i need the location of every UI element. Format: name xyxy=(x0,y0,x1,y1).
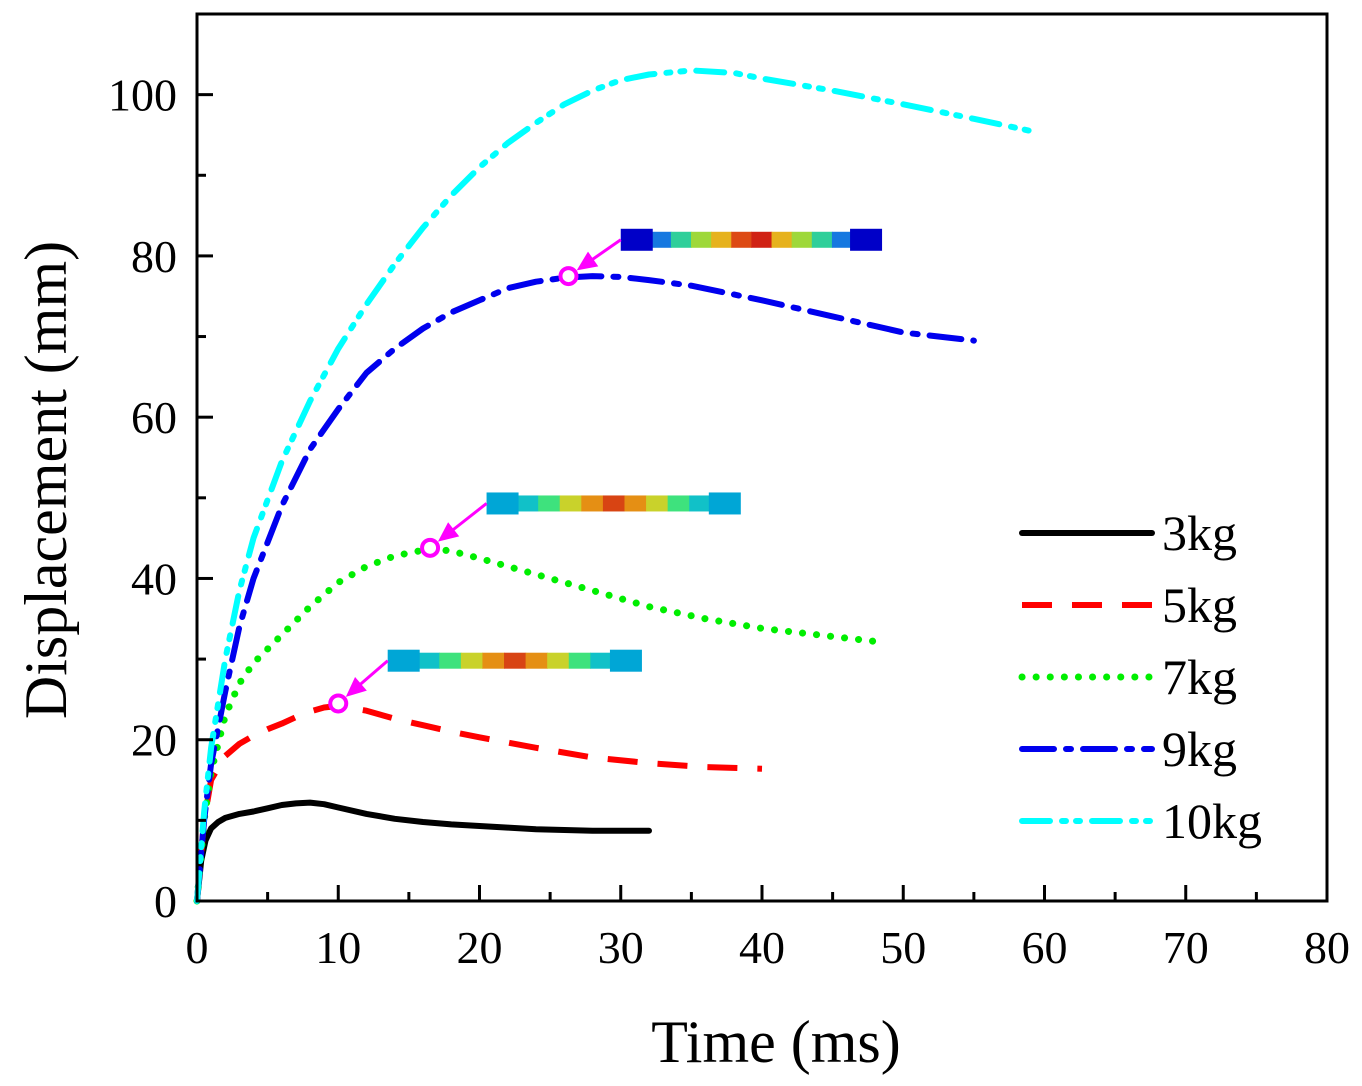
inset-specimen-2 xyxy=(486,492,741,515)
x-axis-title: Time (ms) xyxy=(651,1009,901,1075)
legend-label: 5kg xyxy=(1162,577,1237,633)
inset-core-segment xyxy=(670,231,692,248)
legend: 3kg 5kg 7kg 9kg 10kg xyxy=(1018,505,1262,849)
inset-core-segment xyxy=(791,231,813,248)
y-tick-label: 60 xyxy=(131,392,177,443)
peak-marker-1 xyxy=(328,659,389,714)
inset-layer xyxy=(387,228,883,672)
x-tick-label: 50 xyxy=(880,922,926,973)
legend-label: 7kg xyxy=(1162,649,1237,705)
legend-entry-9kg: 9kg xyxy=(1019,721,1237,777)
inset-core-segment xyxy=(711,231,732,248)
legend-entry-3kg: 3kg xyxy=(1019,505,1237,561)
inset-core-segment xyxy=(538,495,561,512)
inset-core-segment xyxy=(624,495,647,512)
legend-entry-5kg: 5kg xyxy=(1022,577,1237,633)
pointer-arrow-head xyxy=(576,251,599,271)
inset-core-segment xyxy=(516,495,539,512)
legend-entry-7kg: 7kg xyxy=(1018,649,1237,705)
x-tick-label: 70 xyxy=(1163,922,1209,973)
inset-core-segment xyxy=(731,231,753,248)
inset-core-segment xyxy=(460,652,484,669)
inset-core-segment xyxy=(667,495,690,512)
legend-label: 3kg xyxy=(1162,505,1237,561)
series-layer xyxy=(193,67,1034,905)
x-tick-label: 40 xyxy=(739,922,785,973)
inset-core-segment xyxy=(650,231,672,248)
inset-end-block xyxy=(708,492,741,515)
ticks-layer: 0 10 20 30 40 50 60 70 80 0 20 40 60 80 100 xyxy=(108,12,1350,973)
x-tick-label: 80 xyxy=(1304,922,1350,973)
y-tick-label: 80 xyxy=(131,231,177,282)
pointer-arrow-line xyxy=(587,238,622,264)
inset-end-block xyxy=(850,228,883,251)
pointer-arrow-line xyxy=(448,502,488,535)
series-line-9kg xyxy=(194,273,977,904)
pointer-arrow-head xyxy=(437,522,460,542)
pointer-arrow-head xyxy=(345,677,367,697)
inset-specimen-3 xyxy=(620,228,883,251)
inset-core-segment xyxy=(417,652,440,669)
series-line-3kg xyxy=(194,799,652,904)
y-axis-title: Displacement (mm) xyxy=(13,241,79,719)
peak-circle-marker xyxy=(420,537,441,558)
peak-marker-2 xyxy=(420,502,488,558)
inset-end-block xyxy=(387,649,420,672)
inset-core-segment xyxy=(504,652,527,669)
inset-core-segment xyxy=(689,495,712,512)
series-line-7kg xyxy=(193,545,879,905)
inset-end-block xyxy=(609,649,642,672)
y-tick-label: 40 xyxy=(131,553,177,604)
inset-end-block xyxy=(486,492,519,515)
inset-specimen-1 xyxy=(387,649,642,672)
inset-core-segment xyxy=(831,231,853,248)
inset-core-segment xyxy=(559,495,582,512)
legend-label: 10kg xyxy=(1162,793,1262,849)
series-line-10kg xyxy=(194,67,1034,904)
inset-core-segment xyxy=(751,231,773,248)
marker-layer xyxy=(328,238,622,714)
x-tick-label: 60 xyxy=(1022,922,1068,973)
inset-core-segment xyxy=(602,495,626,512)
inset-core-segment xyxy=(646,495,669,512)
inset-end-block xyxy=(620,228,653,251)
inset-core-segment xyxy=(547,652,570,669)
x-tick-label: 20 xyxy=(457,922,503,973)
inset-core-segment xyxy=(439,652,462,669)
legend-entry-10kg: 10kg xyxy=(1019,793,1262,849)
peak-circle-marker xyxy=(328,693,349,714)
inset-core-segment xyxy=(525,652,548,669)
y-tick-label: 20 xyxy=(131,715,177,766)
y-tick-label: 0 xyxy=(154,876,177,927)
y-tick-label: 100 xyxy=(108,70,177,121)
inset-core-segment xyxy=(482,652,505,669)
x-tick-label: 0 xyxy=(186,922,209,973)
inset-core-segment xyxy=(568,652,591,669)
peak-circle-marker xyxy=(558,266,579,287)
inset-core-segment xyxy=(581,495,604,512)
inset-core-segment xyxy=(590,652,613,669)
peak-marker-3 xyxy=(558,238,622,287)
inset-core-segment xyxy=(771,231,793,248)
x-tick-label: 30 xyxy=(598,922,644,973)
legend-label: 9kg xyxy=(1162,721,1237,777)
inset-core-segment xyxy=(691,231,712,248)
x-tick-label: 10 xyxy=(315,922,361,973)
inset-core-segment xyxy=(811,231,833,248)
pointer-arrow-line xyxy=(355,659,389,689)
